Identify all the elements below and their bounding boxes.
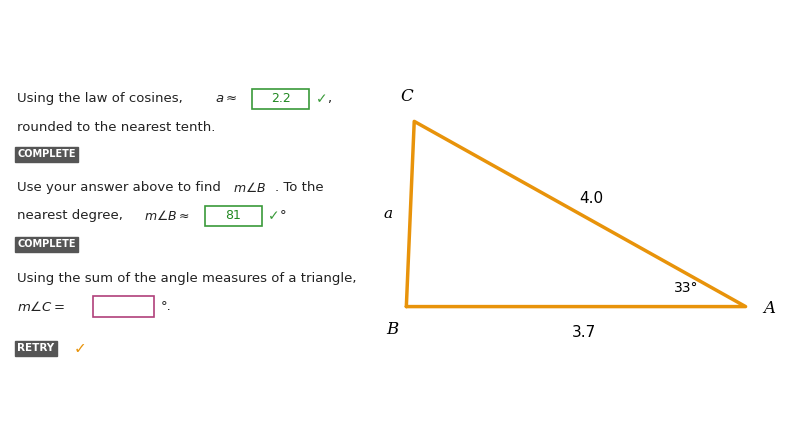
Text: $m\angle B \approx$: $m\angle B \approx$ (144, 209, 190, 223)
Text: ✓: ✓ (73, 341, 86, 356)
Text: 3.7: 3.7 (572, 325, 596, 340)
Text: COMPLETE: COMPLETE (17, 239, 76, 249)
Text: 33°: 33° (674, 281, 699, 295)
Text: 4.0: 4.0 (580, 191, 604, 206)
FancyBboxPatch shape (205, 206, 262, 225)
Text: RETRY: RETRY (17, 343, 54, 353)
Text: ,: , (327, 92, 331, 105)
Text: a: a (383, 207, 393, 221)
Text: nearest degree,: nearest degree, (17, 209, 123, 222)
FancyBboxPatch shape (252, 89, 309, 108)
Text: A: A (763, 300, 775, 317)
Text: $m\angle B$: $m\angle B$ (233, 180, 266, 194)
Text: Using the law of cosines,: Using the law of cosines, (17, 92, 183, 105)
Text: Solving a Triangle Given SAS Information: Solving a Triangle Given SAS Information (14, 19, 563, 43)
Text: $m\angle C =$: $m\angle C =$ (17, 300, 65, 314)
Text: ✓: ✓ (268, 209, 280, 223)
Text: ✓: ✓ (316, 92, 327, 106)
Text: C: C (400, 88, 413, 105)
Text: 81: 81 (226, 209, 241, 222)
Text: 2.2: 2.2 (271, 92, 291, 105)
Text: Using the sum of the angle measures of a triangle,: Using the sum of the angle measures of a… (17, 272, 357, 285)
FancyBboxPatch shape (93, 296, 154, 317)
Text: rounded to the nearest tenth.: rounded to the nearest tenth. (17, 121, 215, 134)
Text: Use your answer above to find: Use your answer above to find (17, 181, 221, 194)
Text: °.: °. (161, 300, 172, 313)
Text: B: B (386, 321, 398, 338)
Text: . To the: . To the (275, 181, 323, 194)
Text: $a \approx$: $a \approx$ (215, 92, 237, 105)
Text: COMPLETE: COMPLETE (17, 149, 76, 159)
Text: °: ° (279, 209, 286, 222)
